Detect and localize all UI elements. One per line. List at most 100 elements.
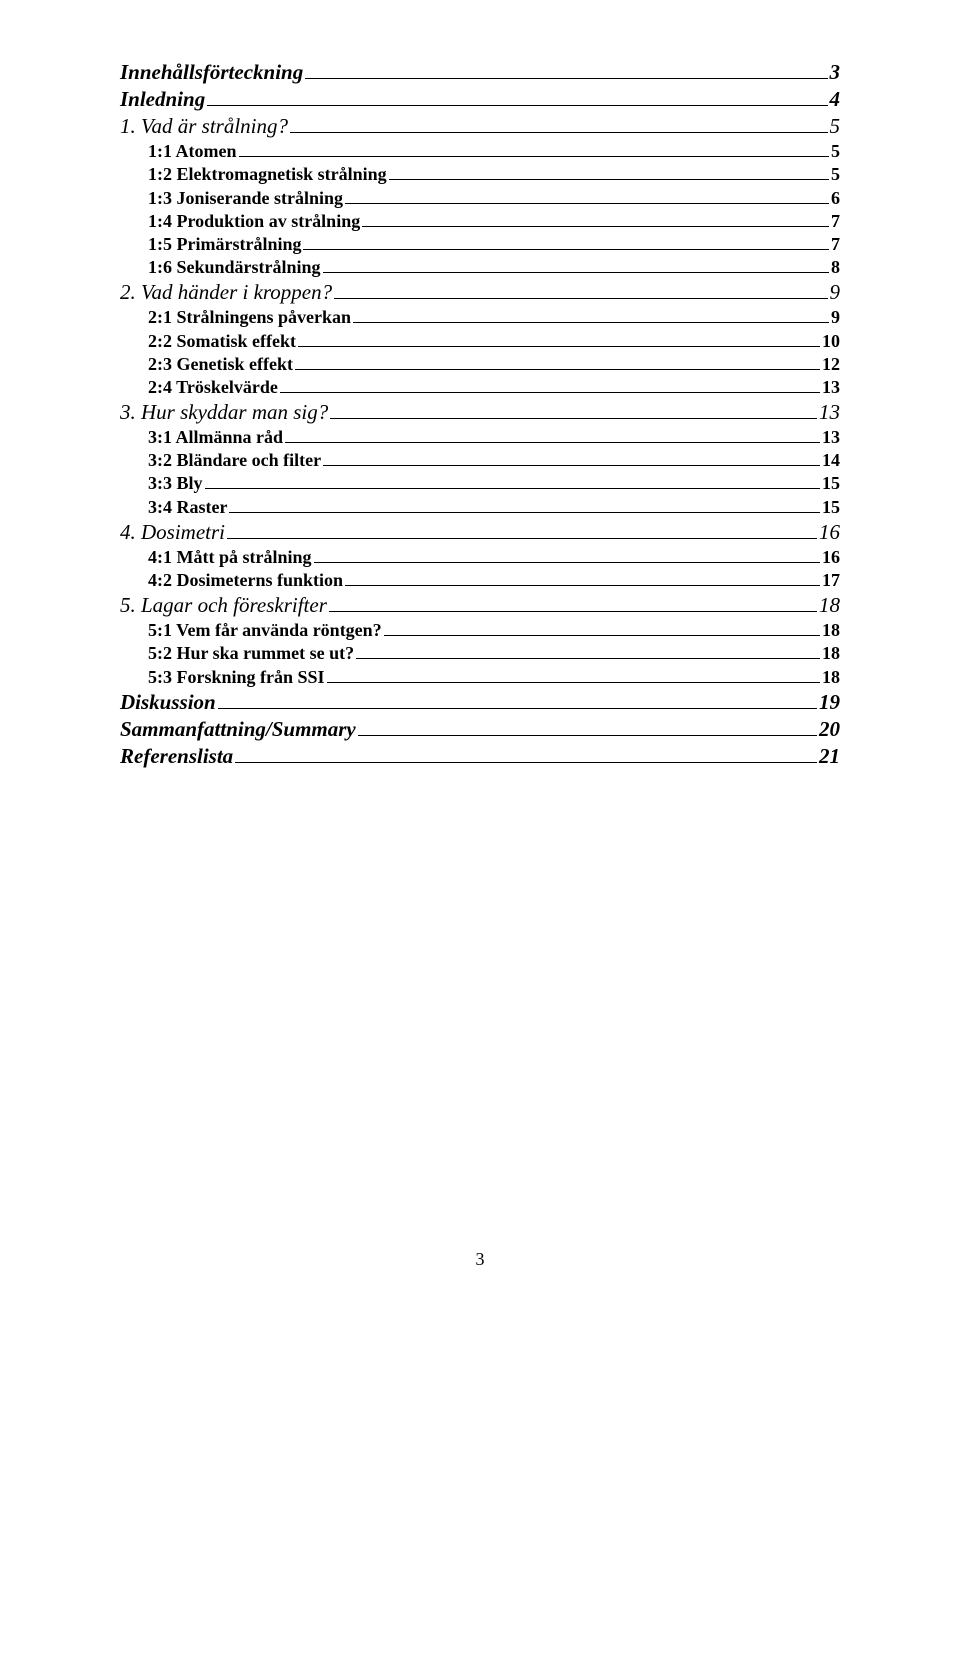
toc-page-number: 20 [819,717,840,742]
toc-leader-line [227,520,817,539]
toc-leader-line [218,690,817,709]
toc-label: 5:1 Vem får använda röntgen? [148,620,382,641]
toc-page-number: 4 [830,87,841,112]
toc-label: Referenslista [120,744,233,769]
toc-page-number: 18 [822,643,840,664]
toc-entry: 1. Vad är strålning?5 [120,114,840,139]
toc-page-number: 18 [822,667,840,688]
toc-leader-line [207,87,827,106]
toc-label: 2:4 Tröskelvärde [148,377,278,398]
toc-label: 1:1 Atomen [148,141,237,162]
toc-label: 2:2 Somatisk effekt [148,331,296,352]
toc-page-number: 5 [831,141,840,162]
toc-entry: 3:2 Bländare och filter 14 [120,450,840,471]
toc-page-number: 10 [822,331,840,352]
toc-leader-line [295,354,820,370]
toc-leader-line [345,187,829,203]
toc-label: 5:3 Forskning från SSI [148,667,325,688]
toc-label: 4:2 Dosimeterns funktion [148,570,343,591]
toc-leader-line [305,60,827,79]
toc-leader-line [229,496,820,512]
toc-leader-line [290,114,827,133]
toc-entry: 1:3 Joniserande strålning 6 [120,187,840,208]
toc-entry: Referenslista21 [120,744,840,769]
toc-label: 5:2 Hur ska rummet se ut? [148,643,354,664]
toc-page-number: 13 [822,427,840,448]
toc-leader-line [334,280,827,299]
toc-label: 3:4 Raster [148,497,227,518]
toc-entry: 1:1 Atomen 5 [120,141,840,162]
toc-entry: 1:6 Sekundärstrålning 8 [120,257,840,278]
toc-page-number: 7 [831,211,840,232]
toc-page-number: 18 [822,620,840,641]
toc-page-number: 8 [831,257,840,278]
toc-page-number: 14 [822,450,840,471]
toc-leader-line [314,547,821,563]
toc-entry: 4:2 Dosimeterns funktion 17 [120,570,840,591]
toc-page-number: 15 [822,497,840,518]
toc-page-number: 13 [819,400,840,425]
page-number: 3 [120,1249,840,1270]
toc-entry: 3:4 Raster 15 [120,496,840,517]
toc-leader-line [362,211,829,227]
toc-page-number: 16 [822,547,840,568]
toc-leader-line [384,620,820,636]
toc-label: 3. Hur skyddar man sig? [120,400,328,425]
toc-label: 1:6 Sekundärstrålning [148,257,321,278]
toc-label: 2:3 Genetisk effekt [148,354,293,375]
toc-leader-line [356,643,820,659]
toc-label: 1:4 Produktion av strålning [148,211,360,232]
toc-entry: 2:4 Tröskelvärde13 [120,377,840,398]
toc-leader-line [285,427,820,443]
toc-entry: 1:4 Produktion av strålning 7 [120,211,840,232]
toc-leader-line [323,257,829,273]
toc-leader-line [323,450,820,466]
toc-page-number: 3 [830,60,841,85]
toc-label: Sammanfattning/Summary [120,717,356,742]
toc-entry: Inledning 4 [120,87,840,112]
toc-leader-line [327,666,820,682]
toc-page-number: 5 [831,164,840,185]
toc-label: 2:1 Strålningens påverkan [148,307,351,328]
toc-leader-line [298,330,820,346]
toc-leader-line [345,570,820,586]
toc-leader-line [329,593,817,612]
toc-label: 4. Dosimetri [120,520,225,545]
toc-leader-line [303,234,829,250]
toc-label: 1. Vad är strålning? [120,114,288,139]
toc-label: 1:5 Primärstrålning [148,234,301,255]
toc-leader-line [358,717,817,736]
toc-entry: Sammanfattning/Summary 20 [120,717,840,742]
toc-leader-line [330,400,817,419]
toc-leader-line [353,307,829,323]
toc-label: 1:2 Elektromagnetisk strålning [148,164,387,185]
toc-entry: 2:2 Somatisk effekt 10 [120,330,840,351]
toc-leader-line [235,744,817,763]
toc-leader-line [205,473,820,489]
toc-page-number: 9 [830,280,841,305]
toc-entry: 3:1 Allmänna råd 13 [120,427,840,448]
toc-page-number: 17 [822,570,840,591]
toc-entry: 4:1 Mått på strålning 16 [120,547,840,568]
toc-entry: 1:2 Elektromagnetisk strålning 5 [120,164,840,185]
toc-entry: 5:2 Hur ska rummet se ut? 18 [120,643,840,664]
toc-label: 3:1 Allmänna råd [148,427,283,448]
toc-entry: 3. Hur skyddar man sig? 13 [120,400,840,425]
toc-page-number: 16 [819,520,840,545]
toc-page-number: 15 [822,473,840,494]
toc-entry: 3:3 Bly 15 [120,473,840,494]
toc-entry: 1:5 Primärstrålning7 [120,234,840,255]
toc-page-number: 6 [831,188,840,209]
table-of-contents: Innehållsförteckning3Inledning41. Vad är… [120,60,840,769]
toc-label: Diskussion [120,690,216,715]
toc-entry: 5. Lagar och föreskrifter18 [120,593,840,618]
toc-label: 3:3 Bly [148,473,203,494]
toc-label: 4:1 Mått på strålning [148,547,312,568]
toc-label: 3:2 Bländare och filter [148,450,321,471]
toc-label: Inledning [120,87,205,112]
toc-label: 1:3 Joniserande strålning [148,188,343,209]
toc-entry: 2:3 Genetisk effekt 12 [120,354,840,375]
toc-page-number: 12 [822,354,840,375]
toc-leader-line [389,164,829,180]
toc-label: Innehållsförteckning [120,60,303,85]
